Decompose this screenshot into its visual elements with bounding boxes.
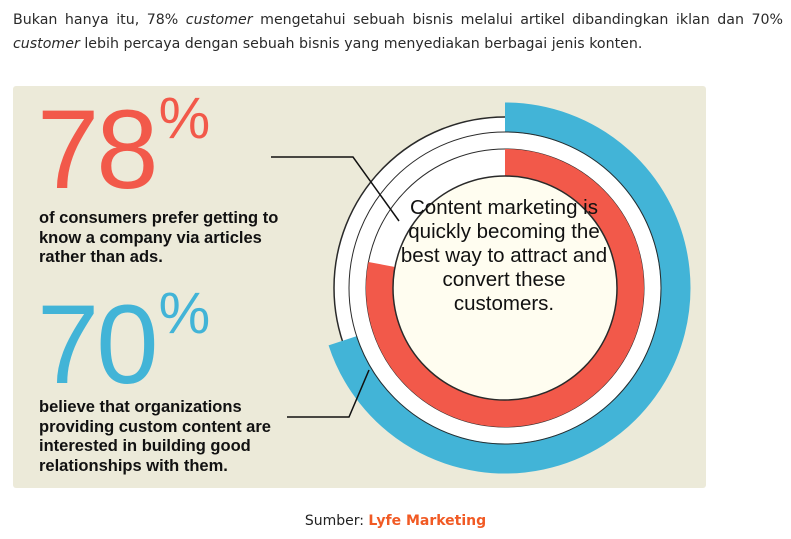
center-disc — [392, 175, 618, 401]
intro-paragraph: Bukan hanya itu, 78% customer mengetahui… — [13, 8, 783, 56]
stat-78-percent: 78% — [37, 90, 210, 206]
source-link[interactable]: Lyfe Marketing — [368, 513, 487, 529]
stat-78-caption: of consumers prefer getting to know a co… — [39, 209, 279, 266]
stat-70-caption: believe that organizations providing cus… — [39, 398, 271, 475]
connector-78 — [271, 156, 400, 222]
connector-70 — [287, 369, 370, 418]
intro-emphasis-1: customer — [185, 12, 253, 28]
content-marketing-infographic: 78% of consumers prefer getting to know … — [13, 86, 706, 488]
inner-ring-78-arc — [366, 149, 644, 427]
donut-rings — [271, 102, 691, 474]
stat-70-percent-sign: % — [158, 281, 211, 346]
outer-ring-70-arc — [328, 102, 691, 474]
stat-78-percent-sign: % — [158, 86, 211, 151]
stat-78-number: 78 — [37, 87, 159, 212]
outer-ring-inner-edge — [348, 131, 662, 445]
stat-70-number: 70 — [37, 282, 159, 407]
stat-70-percent: 70% — [37, 285, 210, 401]
intro-text-2: mengetahui sebuah bisnis melalui artikel… — [252, 12, 783, 28]
center-message: Content marketing is quickly becoming th… — [400, 196, 608, 315]
source-credit: Sumber: Lyfe Marketing — [0, 513, 791, 529]
intro-text-1: Bukan hanya itu, 78% — [13, 12, 186, 28]
intro-text-3: lebih percaya dengan sebuah bisnis yang … — [79, 36, 643, 52]
intro-emphasis-2: customer — [13, 36, 80, 52]
source-label: Sumber: — [304, 513, 364, 529]
